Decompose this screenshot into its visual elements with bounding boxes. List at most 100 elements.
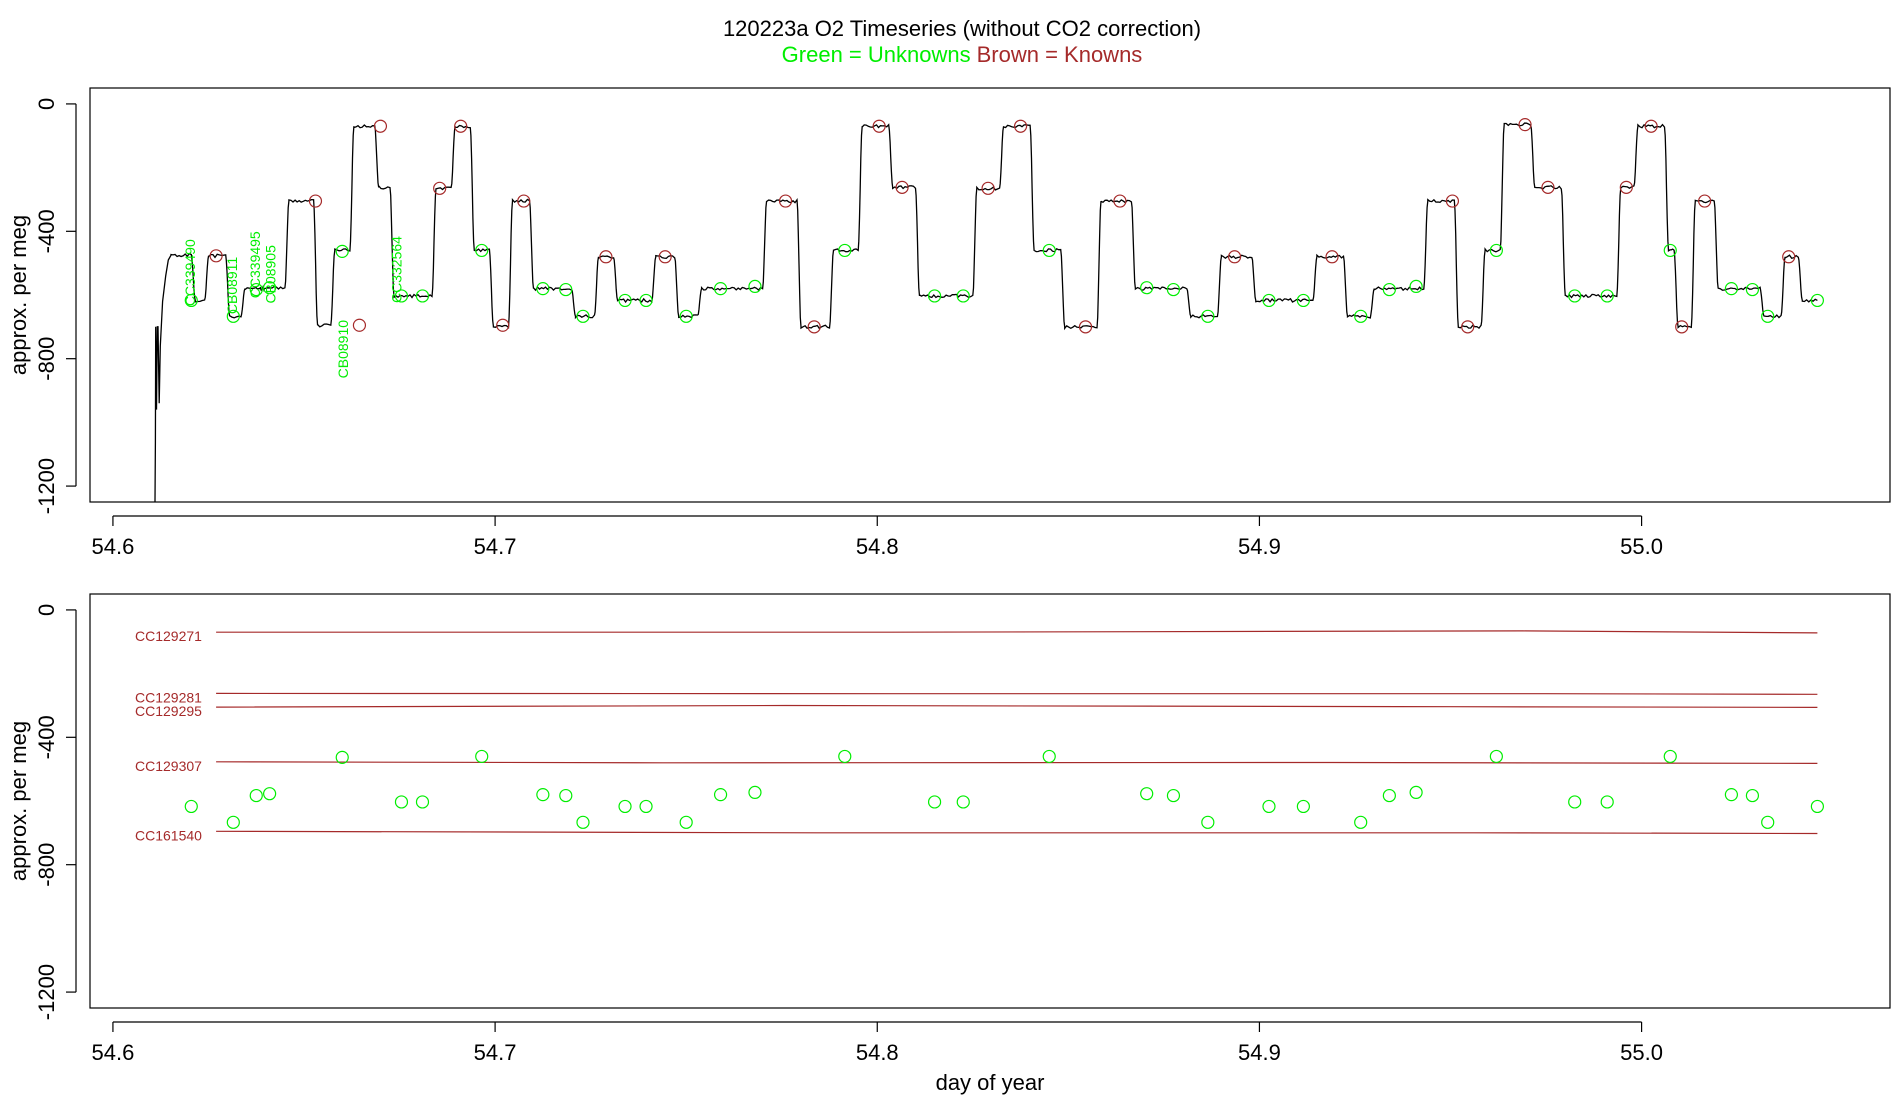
unknown-point — [1489, 243, 1503, 258]
x-tick-label: 54.9 — [1238, 1040, 1281, 1065]
unknown-point — [263, 281, 277, 295]
unknown-point — [335, 244, 349, 258]
known-point — [1675, 320, 1689, 334]
unknown-point — [536, 788, 550, 802]
x-tick-label: 54.9 — [1238, 534, 1281, 559]
known-point — [1782, 250, 1796, 264]
known-point — [895, 180, 909, 194]
unknown-point — [1262, 293, 1276, 308]
unknown-point — [576, 815, 590, 829]
top-panel-timeseries: 54.6 54.7 54.8 54.9 55.0 0 -400 -800 -1200 approx… — [6, 87, 1891, 559]
unknown-point — [1663, 749, 1677, 764]
x-tick-label: 54.7 — [474, 534, 517, 559]
standard-label: CC129295 — [135, 703, 202, 719]
sample-label: CC339490 — [182, 239, 198, 306]
sample-label: CB08905 — [262, 245, 278, 304]
unknown-point — [1382, 282, 1396, 297]
plot-frame — [89, 87, 1891, 503]
unknown-point — [956, 795, 970, 809]
x-tick-label: 55.0 — [1620, 534, 1663, 559]
known-point — [1227, 250, 1242, 264]
unknown-point — [559, 282, 573, 297]
known-point — [352, 318, 367, 332]
legend-knowns: Brown = Knowns — [977, 42, 1143, 67]
unknown-point — [184, 799, 198, 814]
known-point — [373, 119, 388, 133]
standard-line-cc129281 — [216, 692, 1818, 695]
standard-label: CC129271 — [135, 628, 202, 644]
y-tick-label: -1200 — [34, 458, 59, 514]
unknown-point — [1568, 795, 1582, 809]
unknown-point — [415, 289, 430, 303]
unknown-point — [956, 289, 970, 303]
unknown-point — [1745, 788, 1760, 803]
unknown-point — [748, 279, 762, 294]
unknown-point — [1810, 293, 1824, 308]
unknown-point — [335, 750, 349, 764]
plot-frame — [89, 593, 1891, 1009]
unknown-point — [184, 293, 198, 308]
y-axis-label: approx. per meg — [6, 721, 31, 881]
unknown-point — [748, 785, 762, 800]
unknown-point — [536, 282, 550, 296]
known-point — [454, 119, 468, 133]
unknown-point — [226, 815, 240, 829]
unknown-point — [927, 289, 942, 303]
unknown-point — [1761, 309, 1775, 323]
known-point — [981, 181, 995, 195]
unknown-point — [1568, 289, 1582, 303]
unknown-point — [1166, 788, 1181, 803]
x-tick-label: 54.8 — [856, 1040, 899, 1065]
unknown-point — [1409, 279, 1423, 294]
known-point — [1518, 118, 1532, 132]
y-axis-label: approx. per meg — [6, 215, 31, 375]
known-point — [1013, 119, 1028, 133]
unknown-point — [415, 795, 430, 809]
unknown-point — [927, 795, 942, 809]
unknown-point — [1489, 749, 1503, 764]
unknown-point — [559, 788, 573, 803]
y-tick-label: -800 — [34, 843, 59, 887]
unknown-point — [475, 243, 489, 258]
y-tick-label: 0 — [34, 98, 59, 110]
standard-label: CC161540 — [135, 827, 202, 843]
unknown-point — [618, 799, 632, 814]
known-point — [599, 250, 613, 264]
known-point — [1078, 320, 1093, 334]
unknown-point — [249, 282, 263, 297]
bottom-panel-standards: 54.6 54.7 54.8 54.9 55.0 0 -400 -800 -1200 approx… — [6, 593, 1891, 1095]
sample-label: CB08910 — [335, 320, 351, 379]
unknown-point — [226, 309, 240, 323]
unknown-point — [1262, 799, 1276, 814]
unknown-point — [1201, 815, 1215, 829]
unknown-point — [1201, 309, 1215, 323]
unknown-point — [679, 309, 693, 323]
unknown-point — [1409, 785, 1423, 800]
known-point — [1461, 320, 1475, 334]
unknown-point — [1042, 243, 1056, 258]
known-point — [433, 181, 447, 195]
known-point — [308, 194, 323, 208]
standard-label: CC129281 — [135, 689, 202, 705]
unknown-point — [679, 815, 693, 829]
o2-timeseries-trace — [154, 122, 1818, 503]
known-point — [807, 320, 821, 334]
unknown-point — [1354, 309, 1368, 323]
x-tick-label: 54.6 — [92, 1040, 135, 1065]
unknown-point — [475, 749, 489, 764]
unknown-point — [1663, 243, 1677, 258]
unknown-point — [263, 787, 277, 801]
sample-label: CC332564 — [388, 236, 404, 303]
known-point — [1619, 180, 1633, 194]
known-point — [1325, 250, 1339, 264]
y-tick-label: 0 — [34, 604, 59, 616]
unknown-point — [1166, 282, 1181, 297]
known-point — [1541, 180, 1555, 194]
x-tick-label: 54.8 — [856, 534, 899, 559]
y-tick-label: -400 — [34, 715, 59, 759]
unknown-point — [249, 788, 263, 803]
unknown-point — [639, 799, 653, 814]
y-tick-label: -400 — [34, 209, 59, 253]
known-point — [1445, 194, 1460, 208]
